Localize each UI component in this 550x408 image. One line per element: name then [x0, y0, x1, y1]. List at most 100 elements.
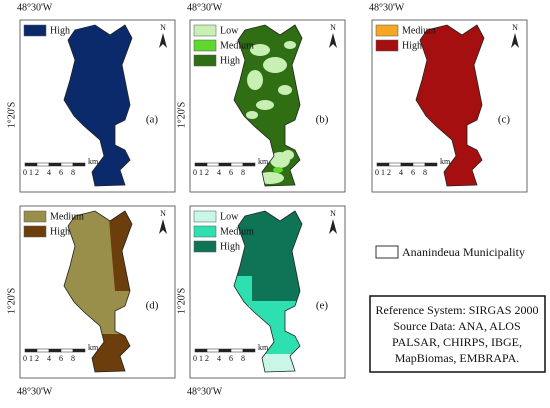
map-fill: [234, 25, 302, 186]
latitude-label: 1°20'S: [6, 288, 17, 314]
scale-label: 4: [47, 354, 51, 363]
reference-line: Source Data: ANA, ALOS: [393, 319, 520, 333]
map-panel: Medium High (d) N 0 1 2 4 6 8 km: [19, 205, 176, 379]
legend-label: Low: [220, 25, 239, 36]
legend-label: High: [402, 40, 422, 51]
low-patch: [246, 111, 258, 119]
legend-label: Medium: [220, 226, 254, 237]
scale-segment: [218, 348, 232, 353]
compass-label: N: [160, 23, 166, 32]
scale-label: 8: [71, 168, 75, 177]
legend-swatch: [23, 24, 47, 37]
longitude-label: 48°30'W: [369, 2, 405, 13]
legend-label: Low: [220, 211, 239, 222]
map-panel: High (a) N 0 1 2 4 6 8 km: [19, 19, 176, 193]
panel-label: (e): [316, 300, 329, 312]
scale-label: 0: [193, 354, 197, 363]
scale-segment: [72, 162, 86, 167]
panel-label: (c): [498, 114, 511, 126]
legend-label: Medium: [402, 25, 436, 36]
compass-arrow: [329, 219, 337, 234]
legend-swatch: [193, 24, 217, 37]
scale-segment: [388, 162, 402, 167]
reference-line: PALSAR, CHIRPS, IBGE,: [392, 335, 522, 349]
scale-label: 1: [199, 168, 203, 177]
scale-label: 4: [47, 168, 51, 177]
region: [64, 25, 132, 186]
scale-label: 1: [29, 354, 33, 363]
scale-label: 8: [241, 354, 245, 363]
reference-line: Reference System: SIRGAS 2000: [376, 303, 539, 317]
legend-label: High: [50, 25, 70, 36]
scale-label: 0: [193, 168, 197, 177]
panel-label: (d): [146, 300, 159, 312]
scale-label: 8: [71, 354, 75, 363]
panel-label: (b): [316, 114, 329, 126]
scale-unit: km: [440, 157, 451, 166]
scale-segment: [242, 348, 256, 353]
legend-swatch: [23, 210, 47, 223]
legend-swatch: [23, 225, 47, 238]
latitude-label: 1°20'S: [176, 288, 187, 314]
scale-segment: [218, 162, 232, 167]
scale-label: 2: [35, 354, 39, 363]
compass-label: N: [512, 23, 518, 32]
low-patch: [256, 100, 274, 110]
scale-label: 2: [387, 168, 391, 177]
compass-label: N: [330, 209, 336, 218]
scale-segment: [242, 162, 256, 167]
scale-label: 2: [35, 168, 39, 177]
scale-segment: [376, 162, 390, 167]
scale-label: 8: [241, 168, 245, 177]
scale-segment: [424, 162, 438, 167]
legend-label: High: [220, 55, 240, 66]
boundary: [63, 24, 133, 187]
boundary: [233, 24, 303, 187]
scale-label: 6: [59, 168, 63, 177]
compass-arrow: [329, 33, 337, 48]
low-patch: [284, 41, 296, 49]
scale-label: 4: [217, 168, 221, 177]
scale-label: 2: [205, 354, 209, 363]
legend-swatch: [193, 210, 217, 223]
low-patch: [282, 150, 294, 160]
scale-label: 1: [381, 168, 385, 177]
scale-label: 1: [199, 354, 203, 363]
reference-line: MapBiomas, EMBRAPA.: [395, 351, 520, 365]
scale-label: 0: [375, 168, 379, 177]
scale-label: 0: [23, 168, 27, 177]
legend-swatch: [375, 39, 399, 52]
map-fill: [64, 25, 132, 186]
scale-label: 0: [23, 354, 27, 363]
legend-swatch: [193, 240, 217, 253]
scale-segment: [48, 162, 62, 167]
municipality-swatch: [375, 245, 399, 259]
scale-segment: [24, 162, 38, 167]
scale-unit: km: [258, 343, 269, 352]
scale-label: 8: [423, 168, 427, 177]
compass-arrow: [159, 219, 167, 234]
scale-label: 6: [229, 354, 233, 363]
panel-label: (a): [146, 114, 159, 126]
longitude-label: 48°30'W: [17, 386, 53, 397]
scale-label: 2: [205, 168, 209, 177]
low-patch: [247, 70, 263, 90]
legend-label: Medium: [220, 40, 254, 51]
latitude-label: 1°20'S: [176, 102, 187, 128]
region: [416, 25, 484, 186]
boundary: [415, 24, 485, 187]
scale-segment: [194, 348, 208, 353]
map-panel: Low Medium High (e) N 0 1 2 4 6 8 km: [189, 205, 346, 379]
scale-unit: km: [88, 343, 99, 352]
compass-arrow: [159, 33, 167, 48]
scale-label: 6: [411, 168, 415, 177]
scale-segment: [230, 162, 244, 167]
scale-label: 6: [59, 354, 63, 363]
compass-label: N: [160, 209, 166, 218]
reference-box: [369, 295, 546, 373]
legend-swatch: [193, 54, 217, 67]
medium-patch: [273, 167, 283, 173]
scale-segment: [206, 348, 220, 353]
scale-segment: [206, 162, 220, 167]
